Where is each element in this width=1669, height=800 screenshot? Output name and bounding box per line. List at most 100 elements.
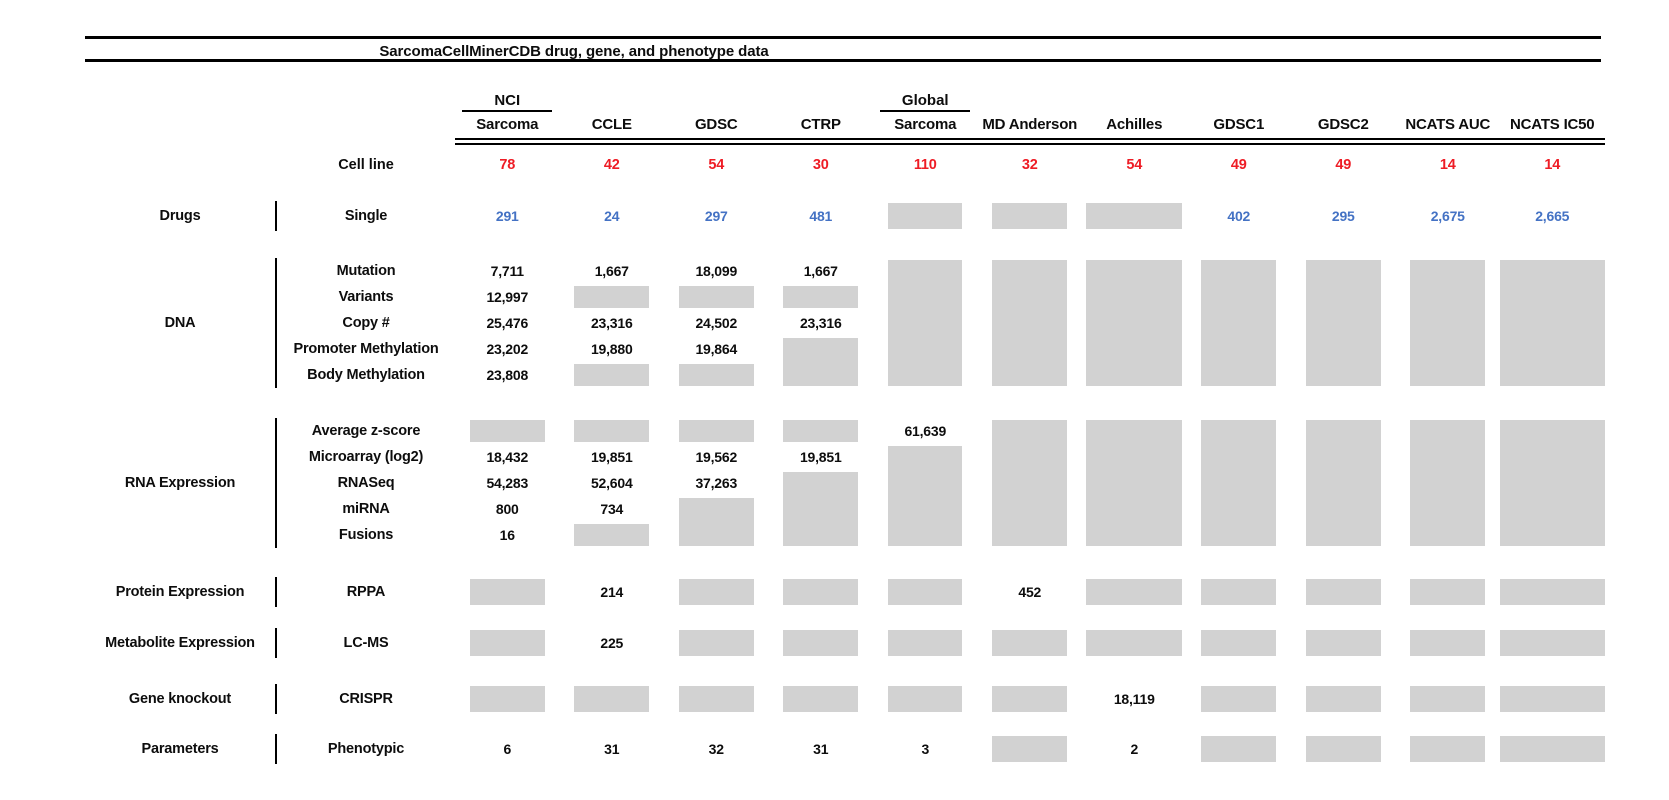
row-label: Body Methylation [307,367,425,383]
missing-data-cell [978,418,1083,548]
missing-data-box [1410,579,1486,605]
missing-data-box [992,260,1068,386]
missing-data-cell [1187,577,1292,607]
missing-data-box [1086,420,1183,546]
value-cell: 3 [921,741,930,757]
value-cell: 734 [600,501,624,517]
section-category: Gene knockout [85,684,277,714]
row-label: miRNA [342,501,390,517]
missing-data-box [1410,420,1486,546]
column-header-top: Global [873,90,978,112]
missing-data-cell [873,201,978,231]
missing-data-cell [1082,258,1187,388]
missing-data-cell [769,628,874,658]
missing-data-box [1201,630,1277,656]
data-matrix: Drugs Single 291 24 297 481 402 295 2,675 2,665 DN… [85,201,1669,764]
column-header: Sarcoma [476,116,539,133]
missing-data-cell [1187,258,1292,388]
missing-data-cell [978,258,1083,388]
missing-data-box [888,260,963,386]
missing-data-box [1500,260,1605,386]
column-header-top [1082,90,1187,112]
missing-data-box [1410,630,1486,656]
row-label: CRISPR [339,691,393,707]
section-category: Parameters [85,734,277,764]
column-header: MD Anderson [982,116,1078,133]
section-category: RNA Expression [85,418,277,548]
missing-data-cell [455,418,560,444]
cell-line-count: 54 [1126,157,1143,173]
missing-data-box [783,420,859,442]
missing-data-cell [873,577,978,607]
missing-data-box [1086,260,1183,386]
row-label: Mutation [336,263,396,279]
figure-title: SarcomaCellMinerCDB drug, gene, and phen… [85,36,1601,62]
missing-data-box [1410,260,1486,386]
value-cell: 23,316 [799,315,842,331]
missing-data-cell [1082,577,1187,607]
column-header: GDSC [694,116,738,133]
section: Metabolite Expression LC-MS 225 [85,628,1669,658]
row-label: Fusions [338,527,394,543]
missing-data-cell [769,336,874,388]
value-cell: 800 [495,501,519,517]
missing-data-box [678,686,754,712]
column-header-top [664,90,769,112]
missing-data-cell [664,577,769,607]
column-header-top-label: Global [880,92,971,112]
missing-data-cell [1500,577,1605,607]
column-header: NCATS AUC [1405,116,1491,133]
column-header-top [1291,90,1396,112]
section: RNA Expression Average z-score Microarray … [85,418,1669,548]
missing-data-cell [455,628,560,658]
missing-data-box [1500,579,1605,605]
cell-line-count: 54 [708,157,725,173]
value-cell: 2,675 [1430,208,1465,224]
value-cell: 54,283 [486,475,529,491]
missing-data-box [678,630,754,656]
missing-data-cell [1396,418,1501,548]
missing-data-cell [978,628,1083,658]
row-label: LC-MS [343,635,389,651]
missing-data-box [1086,203,1183,229]
missing-data-box [888,686,963,712]
cell-line-count: 30 [812,157,829,173]
missing-data-cell [560,284,665,310]
missing-data-box [1500,686,1605,712]
missing-data-box [1410,736,1486,762]
missing-data-box [992,736,1068,762]
column-header-top [1396,90,1501,112]
value-cell: 31 [813,741,829,757]
missing-data-cell [978,734,1083,764]
row-label: Copy # [342,315,390,331]
value-cell: 19,851 [799,449,842,465]
header-double-rule [455,138,1605,153]
missing-data-cell [1396,684,1501,714]
missing-data-cell [560,362,665,388]
value-cell: 6 [503,741,512,757]
column-header-top [560,90,665,112]
value-cell: 61,639 [904,423,947,439]
missing-data-cell [455,684,560,714]
missing-data-box [1201,260,1277,386]
missing-data-cell [873,628,978,658]
section-category: Protein Expression [85,577,277,607]
missing-data-box [888,630,963,656]
missing-data-box [574,524,650,546]
missing-data-box [678,364,754,386]
cell-line-count: 49 [1335,157,1352,173]
cell-line-count: 14 [1544,157,1561,173]
missing-data-box [678,286,754,308]
missing-data-cell [664,284,769,310]
column-header: GDSC1 [1213,116,1265,133]
missing-data-box [678,498,754,546]
missing-data-cell [1500,684,1605,714]
missing-data-cell [1291,684,1396,714]
missing-data-cell [1291,734,1396,764]
value-cell: 19,851 [590,449,633,465]
row-label: Average z-score [311,423,421,439]
missing-data-box [783,579,859,605]
missing-data-box [1201,736,1277,762]
missing-data-cell [1500,418,1605,548]
section: Drugs Single 291 24 297 481 402 295 2,675 2,665 [85,201,1669,231]
